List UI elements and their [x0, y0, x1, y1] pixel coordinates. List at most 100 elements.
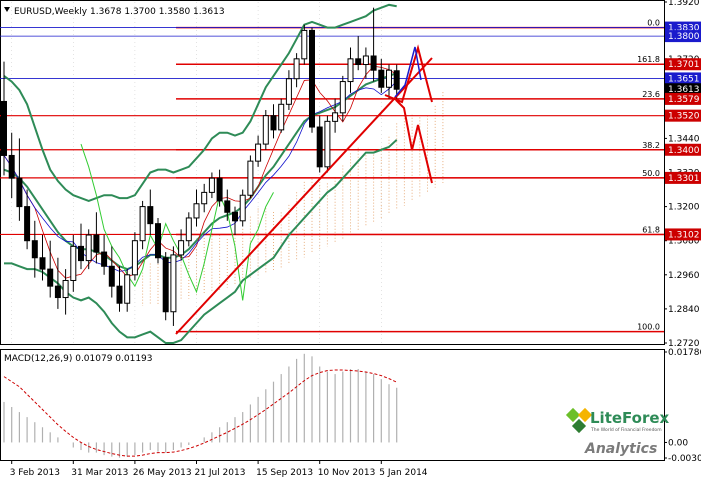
price-tick-label: 1.2720: [668, 339, 700, 349]
bollinger-mid-line: [3, 72, 398, 271]
uptrend-line: [175, 57, 433, 335]
candle-body: [193, 203, 200, 219]
candle-body: [278, 103, 285, 131]
price-tick-label: 1.3440: [668, 134, 700, 144]
trend-lines-layer: [175, 44, 433, 335]
price-badge: [665, 58, 701, 71]
candle-body: [155, 223, 161, 259]
projection-path-red: [384, 44, 433, 104]
candle-body: [131, 240, 138, 276]
candle-body: [239, 194, 246, 222]
candle-body: [270, 115, 277, 131]
candle-body: [116, 285, 123, 304]
macd-tick-label: 0.01786: [668, 348, 701, 358]
candle-body: [293, 58, 300, 80]
candle-body: [62, 279, 69, 299]
price-badge-label: 1.3800: [668, 32, 700, 42]
time-axis-layer: 3 Feb 2013 31 Mar 2013 26 May 2013 21 Jul 2…: [10, 460, 428, 478]
candle-body: [347, 58, 354, 83]
chikou-span-line: [80, 143, 274, 301]
chart-ohlc-values: 1.3678 1.3700 1.3580 1.3613: [90, 7, 225, 17]
candle-body: [339, 81, 346, 114]
candle-body: [232, 211, 238, 222]
projection-path-blue: [394, 46, 422, 98]
fibonacci-labels-layer: 0.0 161.8 23.6 38.2 50.0 61.8 100.0: [637, 19, 660, 332]
price-badge-label: 1.3830: [668, 24, 700, 34]
bollinger-lower-line: [4, 139, 398, 344]
chart-symbol-label: EURUSD,Weekly: [14, 7, 88, 17]
candle-body: [355, 58, 362, 66]
fibonacci-level-label: 50.0: [642, 169, 660, 178]
logo-tagline: The World of Financial Freedom: [590, 427, 662, 433]
candle-body: [316, 126, 323, 168]
candles-layer: [1, 7, 400, 326]
time-tick-label: 31 Mar 2013: [71, 468, 128, 478]
candle-body: [54, 285, 61, 299]
candle-body: [147, 206, 154, 225]
price-tick-label: 1.2960: [668, 271, 700, 281]
candle-body: [224, 200, 231, 213]
logo-diamond-icon: [565, 407, 593, 434]
price-badge-label: 1.3301: [668, 174, 700, 184]
price-badge: [665, 228, 701, 241]
fibonacci-level-label: 38.2: [642, 141, 660, 150]
fibonacci-lines-layer: [0, 26, 664, 333]
candle-body: [139, 206, 146, 242]
candle-body: [124, 274, 131, 304]
price-badge: [665, 83, 701, 96]
time-tick-label: 15 Sep 2013: [256, 468, 313, 478]
candle-body: [370, 55, 377, 71]
macd-tick-label: -0.00307: [668, 454, 701, 464]
candle-body: [93, 234, 100, 253]
fibonacci-level-label: 23.6: [642, 90, 660, 99]
fibonacci-level-label: 61.8: [642, 225, 660, 234]
macd-plot-frame: [0, 349, 665, 461]
price-tick-label: 1.3200: [668, 203, 700, 213]
price-badge: [665, 109, 701, 122]
candle-body: [324, 120, 331, 168]
price-badge: [665, 92, 701, 105]
price-badge: [665, 171, 701, 184]
price-badge-label: 1.3400: [668, 146, 700, 156]
time-tick-label: 10 Nov 2013: [318, 468, 376, 478]
price-badge: [665, 72, 701, 85]
candle-body: [362, 55, 369, 66]
macd-label: MACD(12,26,9) 0.01079 0.01193: [4, 354, 153, 364]
price-badge: [665, 30, 701, 43]
price-badge-label: 1.3102: [668, 230, 700, 240]
candle-body: [185, 217, 192, 242]
price-tick-label: 1.3920: [668, 0, 700, 8]
time-tick-label: 26 May 2013: [133, 468, 192, 478]
candle-body: [247, 160, 254, 196]
candle-body: [39, 257, 46, 270]
price-badge-label: 1.3579: [668, 95, 700, 105]
logo-analytics: Analytics: [584, 441, 657, 457]
moving-average-blue: [3, 80, 397, 272]
fibonacci-level-label: 161.8: [637, 55, 660, 64]
candle-body: [170, 254, 177, 313]
candle-body: [1, 100, 7, 156]
bollinger-bands-layer: [3, 3, 398, 344]
macd-layer: 0.01786 0.00 -0.00307: [3, 348, 701, 464]
liteforex-logo: LiteForex The World of Financial Freedom…: [565, 407, 670, 457]
candle-body: [16, 177, 23, 208]
fibonacci-level-label: 100.0: [637, 323, 660, 332]
price-tick-label: 1.3080: [668, 237, 700, 247]
projection-path-red-down: [395, 99, 433, 184]
candle-body: [301, 29, 308, 60]
bollinger-upper-line: [3, 3, 397, 202]
time-tick-label: 3 Feb 2013: [10, 468, 60, 478]
price-badge-label: 1.3520: [668, 112, 700, 122]
price-badge-label: 1.3651: [668, 74, 700, 84]
candle-body: [309, 29, 315, 128]
candle-body: [108, 265, 115, 287]
candle-body: [208, 177, 215, 193]
collapse-triangle-icon[interactable]: [4, 7, 10, 12]
candle-body: [8, 154, 15, 179]
price-badge-label: 1.3701: [668, 60, 700, 70]
candle-body: [332, 112, 339, 122]
price-badge: [665, 143, 701, 156]
